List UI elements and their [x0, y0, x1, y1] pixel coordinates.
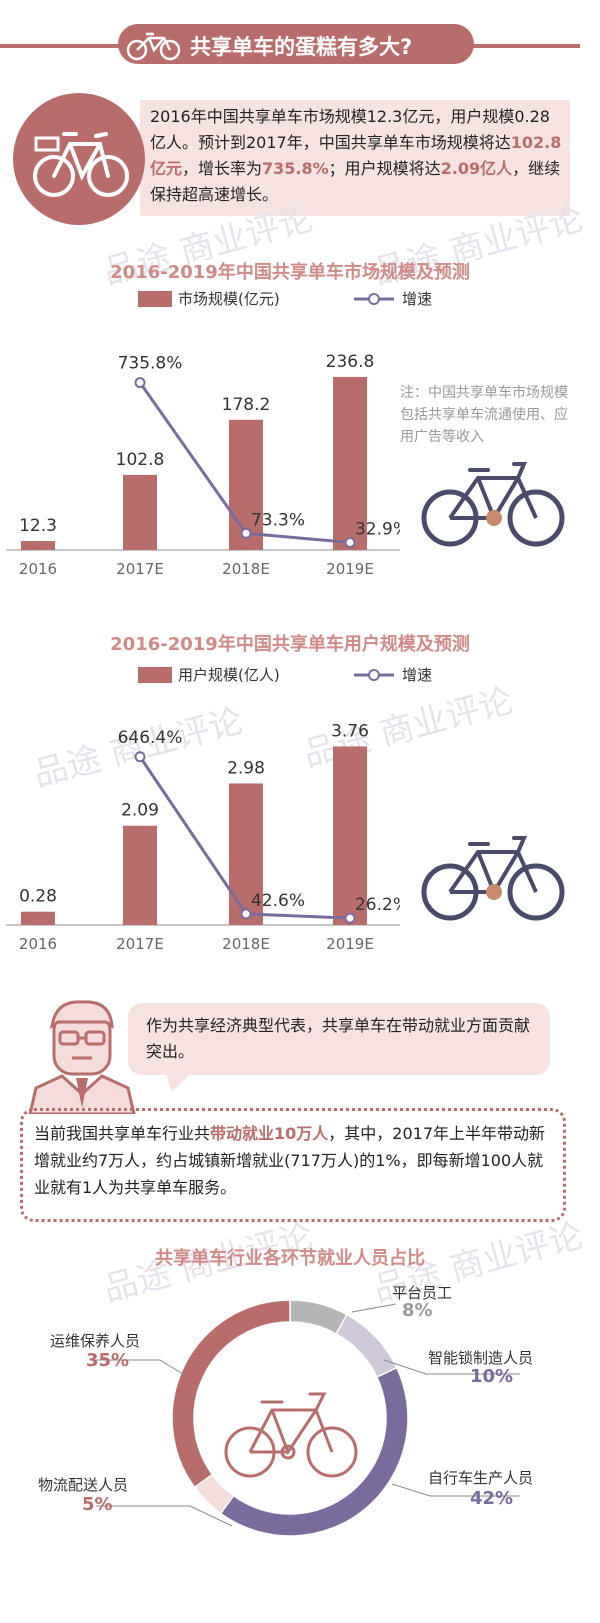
pie-label-bike: 自行车生产人员: [428, 1469, 534, 1487]
bar: [229, 783, 263, 925]
legend-line-label: 增速: [402, 290, 433, 308]
bar-value-label: 12.3: [19, 516, 57, 536]
x-tick-label: 2018E: [222, 935, 270, 953]
x-tick-label: 2017E: [116, 935, 164, 953]
speech-text: 作为共享经济典型代表，共享单车在带动就业方面贡献突出。: [146, 1016, 531, 1061]
legend-bar-label: 用户规模(亿人): [178, 666, 280, 684]
legend-bar-label: 市场规模(亿元): [178, 290, 280, 308]
growth-value-label: 42.6%: [251, 891, 305, 911]
growth-point: [134, 377, 146, 389]
growth-point: [134, 751, 146, 763]
bar-value-label: 2.09: [121, 801, 159, 821]
pie-leader-line: [96, 1359, 187, 1377]
x-tick-label: 2019E: [326, 560, 374, 578]
growth-value-label: 26.2%: [355, 895, 400, 915]
x-tick-label: 2019E: [326, 935, 374, 953]
pie-pct-platform: 8%: [402, 1300, 433, 1321]
intro-box: [140, 100, 570, 216]
x-tick-label: 2016: [19, 935, 57, 953]
chart1-note: 注：中国共享单车市场规模包括共享单车流通使用、应用广告等收入: [400, 385, 568, 445]
bicycle-illustration: [421, 836, 565, 921]
bar: [333, 746, 367, 925]
employment-donut-chart: [96, 1299, 520, 1537]
pie-label-platform: 平台员工: [392, 1284, 453, 1302]
pie-leader-line: [351, 1303, 397, 1313]
growth-value-label: 73.3%: [251, 510, 305, 530]
page-title: 共享单车的蛋糕有多大?: [190, 35, 413, 59]
pie-slice: [335, 1313, 398, 1379]
header-line-left: [0, 44, 130, 48]
growth-point: [344, 537, 356, 549]
speaker-avatar-icon: [28, 1000, 136, 1114]
bicycle-icon: [126, 32, 181, 61]
bike-circle-icon: [13, 93, 145, 225]
speech-bubble: [128, 1003, 550, 1075]
bar-value-label: 2.98: [227, 758, 265, 778]
legend-bar-swatch: [138, 667, 172, 683]
pie-title: 共享单车行业各环节就业人员占比: [155, 1248, 425, 1269]
bicycle-outline-icon: [224, 1392, 358, 1478]
legend-line-swatch: [354, 293, 394, 305]
speech-tail: [166, 1074, 190, 1092]
bar: [21, 911, 55, 925]
bar-value-label: 178.2: [222, 395, 271, 415]
x-tick-label: 2018E: [222, 560, 270, 578]
header-line-right: [460, 44, 580, 48]
pie-pct-bike: 42%: [470, 1488, 514, 1509]
bar-value-label: 102.8: [116, 450, 165, 470]
pie-label-maintenance: 运维保养人员: [50, 1332, 141, 1350]
bar: [123, 474, 157, 550]
chart2-title: 2016-2019年中国共享单车用户规模及预测: [110, 634, 470, 655]
bar: [123, 825, 157, 925]
user-size-chart: 0.28 2016 2.09 2017E 2.98 2018E 3.76 2019E 646.4…: [6, 721, 400, 953]
bar-value-label: 236.8: [326, 352, 375, 372]
pie-label-logistics: 物流配送人员: [38, 1476, 129, 1494]
growth-value-label: 735.8%: [118, 354, 183, 374]
growth-value-label: 646.4%: [118, 728, 183, 748]
legend-line-swatch: [354, 669, 394, 681]
legend-bar-swatch: [138, 291, 172, 307]
bar-value-label: 3.76: [331, 721, 369, 741]
market-size-chart: 12.3 2016 102.8 2017E 178.2 2018E 236.8 2019E 73…: [6, 352, 400, 578]
pie-leader-line: [391, 1483, 520, 1497]
legend-line-label: 增速: [402, 666, 433, 684]
pie-leader-line: [96, 1505, 233, 1527]
growth-value-label: 32.9%: [355, 520, 400, 540]
growth-point: [240, 527, 252, 539]
intro-text: 2016年中国共享单车市场规模12.3亿元，用户规模0.28亿人。预计到2017…: [150, 107, 562, 204]
pie-leader-line: [383, 1359, 520, 1375]
pie-pct-maintenance: 35%: [86, 1350, 130, 1371]
bar: [21, 541, 55, 550]
bar: [333, 376, 367, 550]
bicycle-illustration: [421, 462, 565, 547]
growth-point: [240, 908, 252, 920]
x-tick-label: 2017E: [116, 560, 164, 578]
pie-label-lock: 智能锁制造人员: [428, 1349, 534, 1367]
employment-text: 当前我国共享单车行业共带动就业10万人，其中，2017年上半年带动新增就业约7万…: [34, 1124, 546, 1197]
employment-box: [20, 1108, 566, 1222]
pie-slice: [171, 1299, 291, 1489]
growth-point: [344, 912, 356, 924]
x-tick-label: 2016: [19, 560, 57, 578]
pie-pct-lock: 10%: [470, 1366, 514, 1387]
chart1-title: 2016-2019年中国共享单车市场规模及预测: [110, 262, 470, 283]
bar-value-label: 0.28: [19, 887, 57, 907]
pie-pct-logistics: 5%: [82, 1494, 113, 1515]
